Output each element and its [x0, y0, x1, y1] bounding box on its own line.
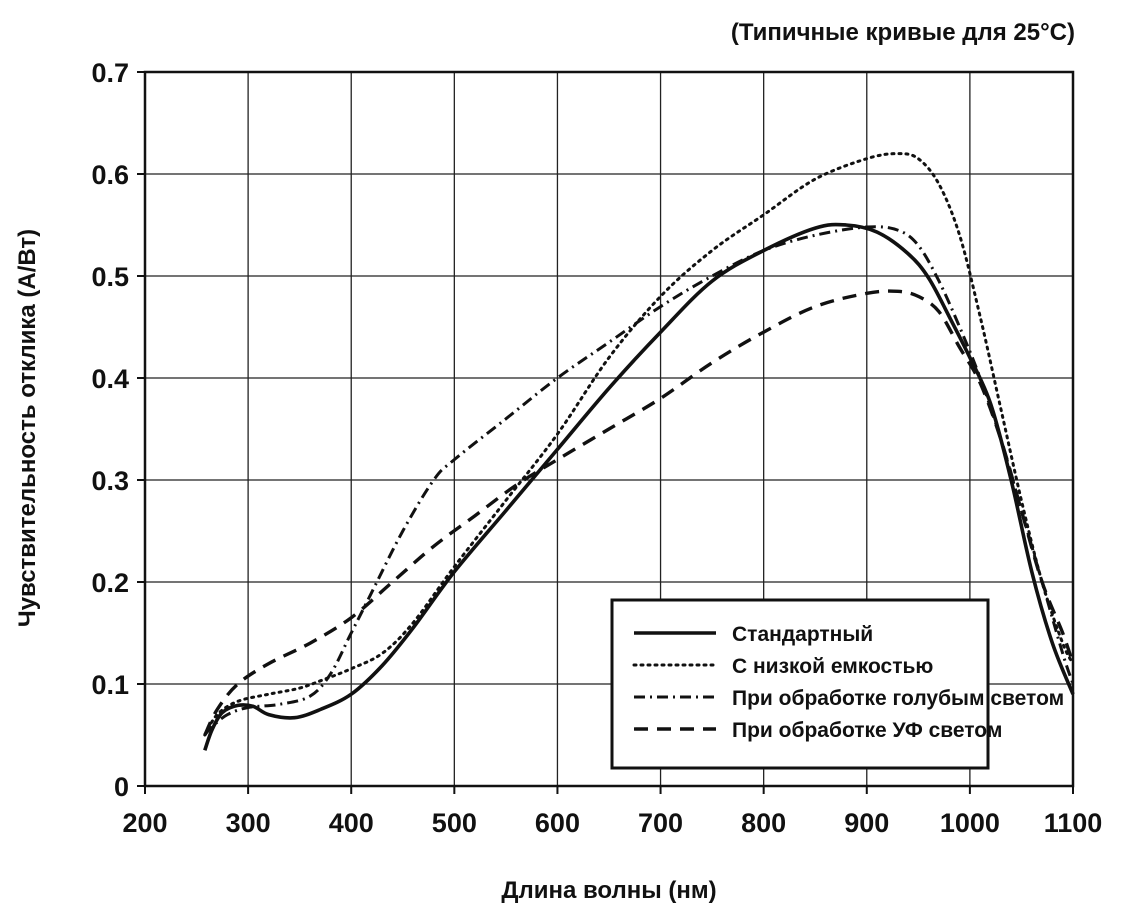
x-tick-label: 200	[122, 808, 167, 838]
x-tick-label: 800	[741, 808, 786, 838]
series-line-uv-enhanced	[203, 289, 1075, 736]
plot-frame	[143, 70, 1075, 788]
x-tick-label: 500	[432, 808, 477, 838]
x-tick-label: 400	[329, 808, 374, 838]
series-layer	[203, 152, 1075, 751]
y-tick-label: 0.6	[91, 160, 129, 190]
x-tick-label: 600	[535, 808, 580, 838]
x-tick-label: 1000	[940, 808, 1000, 838]
x-tick-label: 900	[844, 808, 889, 838]
x-axis-title: Длина волны (нм)	[501, 877, 716, 904]
x-tick-label: 300	[226, 808, 271, 838]
y-tick-label: 0	[114, 772, 129, 802]
x-tick-label: 700	[638, 808, 683, 838]
tick-labels: 200 300 400 500 600 700 800 900 1000 1100 0 0.1 0.2 0…	[91, 58, 1102, 838]
y-tick-label: 0.3	[91, 466, 129, 496]
y-tick-label: 0.4	[91, 364, 129, 394]
series-line-low-capacitance	[203, 152, 1075, 737]
y-tick-label: 0.1	[91, 670, 129, 700]
legend-label-uv-enhanced: При обработке УФ светом	[732, 719, 1002, 742]
legend-box	[610, 598, 990, 770]
legend: Стандартный С низкой емкостью При обработк…	[610, 598, 1064, 770]
y-tick-label: 0.7	[91, 58, 129, 88]
y-axis-title: Чувствительность отклика (А/Вт)	[14, 229, 41, 627]
chart-note: (Типичные кривые для 25°C)	[731, 19, 1075, 46]
legend-label-blue-enhanced: При обработке голубым светом	[732, 687, 1064, 710]
y-tick-label: 0.2	[91, 568, 129, 598]
series-line-blue-enhanced	[203, 225, 1075, 736]
y-tick-label: 0.5	[91, 262, 129, 292]
legend-label-standard: Стандартный	[732, 623, 873, 646]
legend-label-low-capacitance: С низкой емкостью	[732, 655, 933, 678]
x-tick-label: 1100	[1044, 808, 1103, 838]
